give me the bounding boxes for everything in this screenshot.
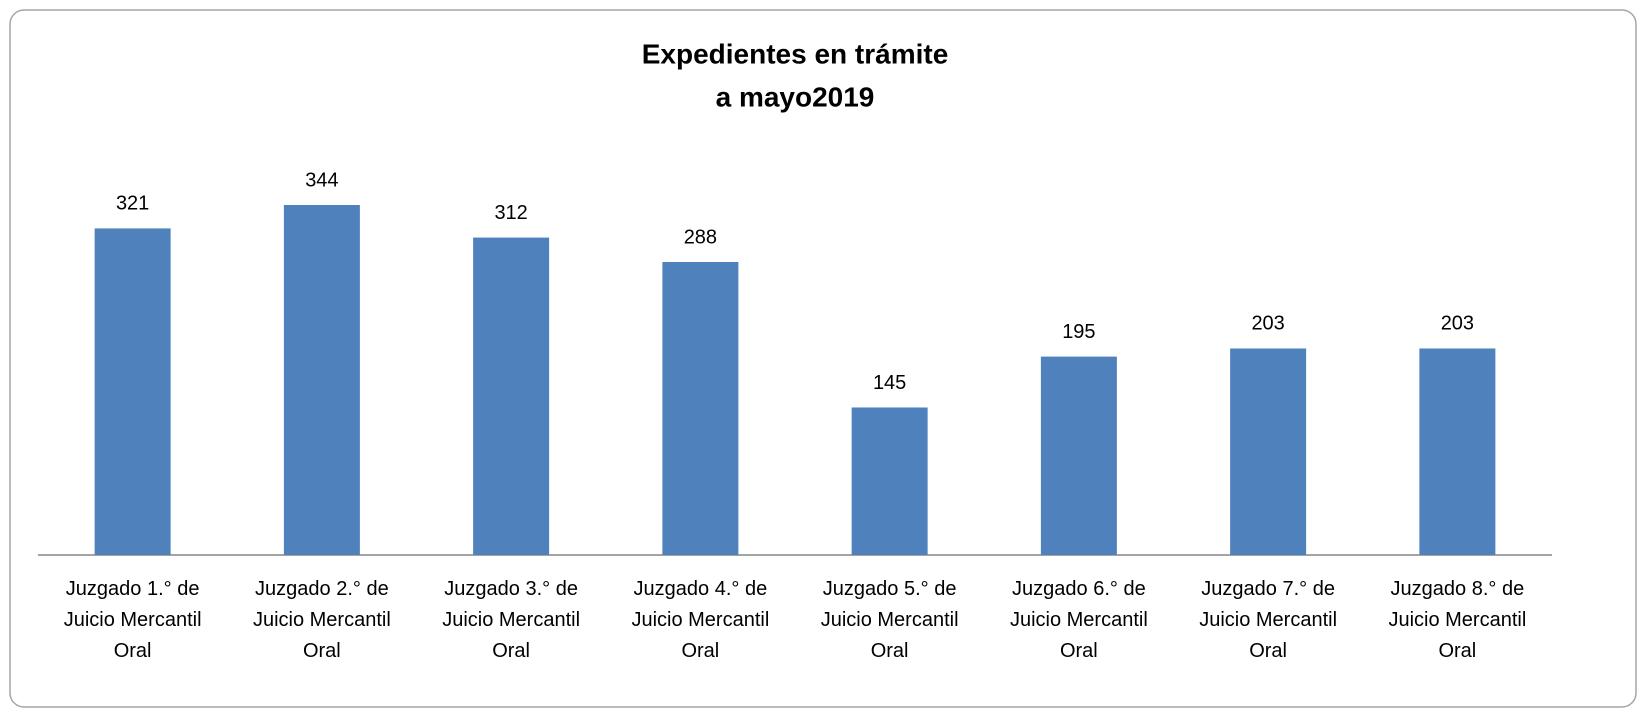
bar	[1040, 356, 1117, 555]
bar	[851, 407, 928, 555]
chart-title: a mayo2019	[716, 81, 875, 112]
data-label: 203	[1251, 313, 1284, 335]
x-tick-label: Juzgado 7.° de Juicio Mercantil Oral	[1199, 578, 1338, 662]
data-label: 344	[305, 169, 338, 191]
x-tick-label: Juzgado 6.° de Juicio Mercantil Oral	[1009, 578, 1148, 662]
bar	[283, 205, 360, 555]
x-tick-label: Juzgado 1.° de Juicio Mercantil Oral	[63, 578, 202, 662]
chart-border	[9, 9, 1637, 708]
x-tick-label: Juzgado 4.° de Juicio Mercantil Oral	[631, 578, 770, 662]
bar	[94, 228, 171, 555]
data-label: 195	[1062, 321, 1095, 343]
bar	[662, 261, 739, 555]
x-tick-label: Juzgado 8.° de Juicio Mercantil Oral	[1388, 578, 1527, 662]
data-label: 203	[1441, 313, 1474, 335]
bar	[1419, 348, 1496, 555]
chart-title: Expedientes en trámite	[642, 38, 949, 69]
x-tick-label: Juzgado 2.° de Juicio Mercantil Oral	[252, 578, 391, 662]
x-tick-label: Juzgado 5.° de Juicio Mercantil Oral	[820, 578, 959, 662]
data-label: 288	[684, 226, 717, 248]
x-tick-label: Juzgado 3.° de Juicio Mercantil Oral	[442, 578, 581, 662]
data-label: 312	[494, 202, 527, 224]
data-label: 145	[873, 372, 906, 394]
data-label: 321	[116, 193, 149, 215]
bar	[1230, 348, 1307, 555]
bar	[473, 237, 550, 555]
